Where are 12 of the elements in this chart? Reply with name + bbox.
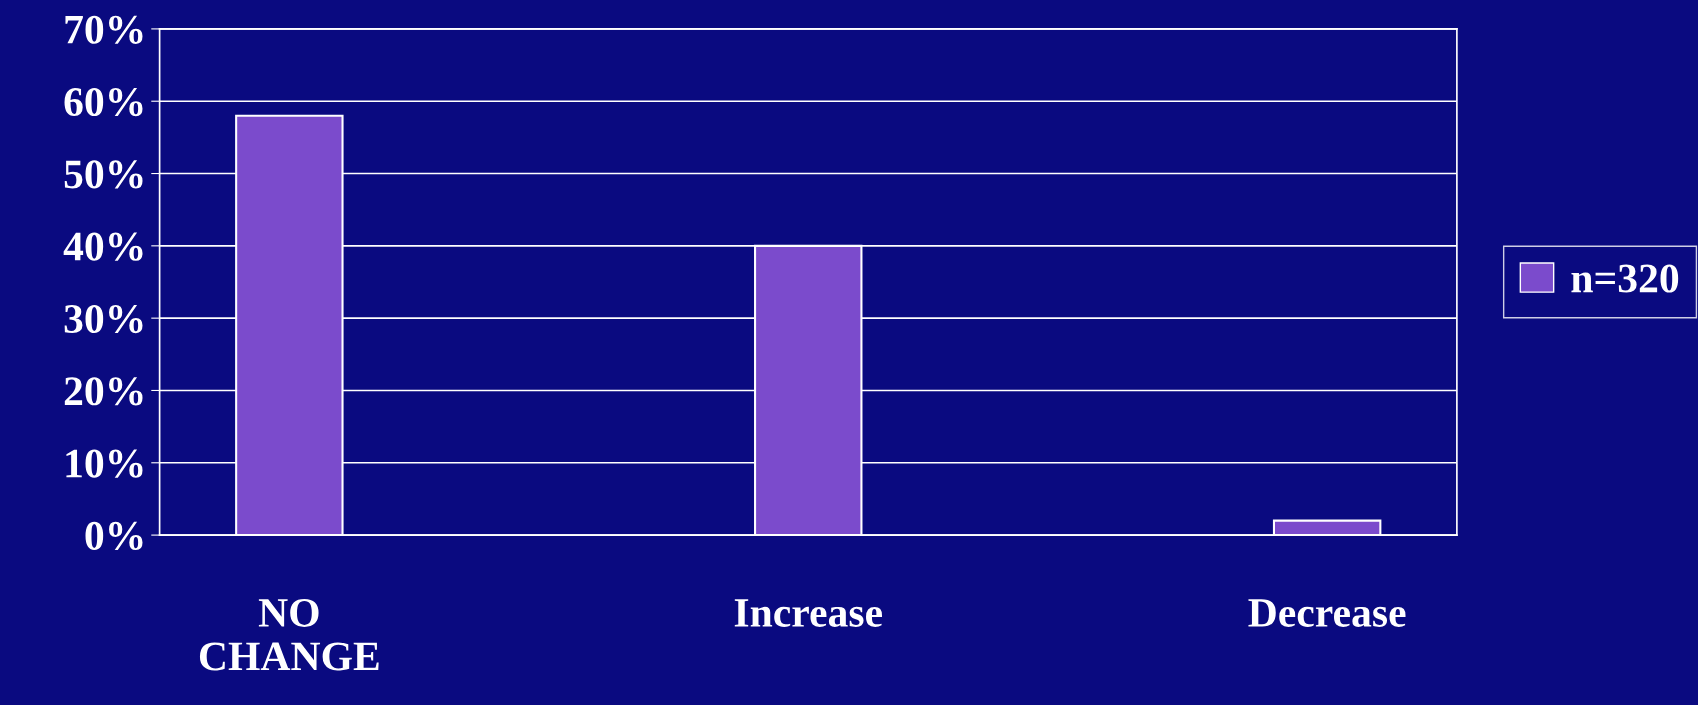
y-tick-label: 60% bbox=[64, 87, 143, 117]
y-tick-label: 0% bbox=[85, 521, 143, 551]
y-tick-label: 20% bbox=[64, 377, 143, 406]
x-tick-label: Decrease bbox=[1248, 599, 1406, 627]
legend-label: n=320 bbox=[1571, 264, 1679, 293]
y-tick-label: 70% bbox=[65, 15, 143, 44]
y-tick-label: 50% bbox=[64, 160, 143, 189]
x-tick-label: NO CHANGE bbox=[199, 598, 379, 671]
y-tick-label: 10% bbox=[66, 449, 143, 478]
y-tick-label: 30% bbox=[64, 304, 143, 334]
x-tick-label: Increase bbox=[734, 599, 882, 627]
y-tick-label: 40% bbox=[63, 232, 143, 261]
